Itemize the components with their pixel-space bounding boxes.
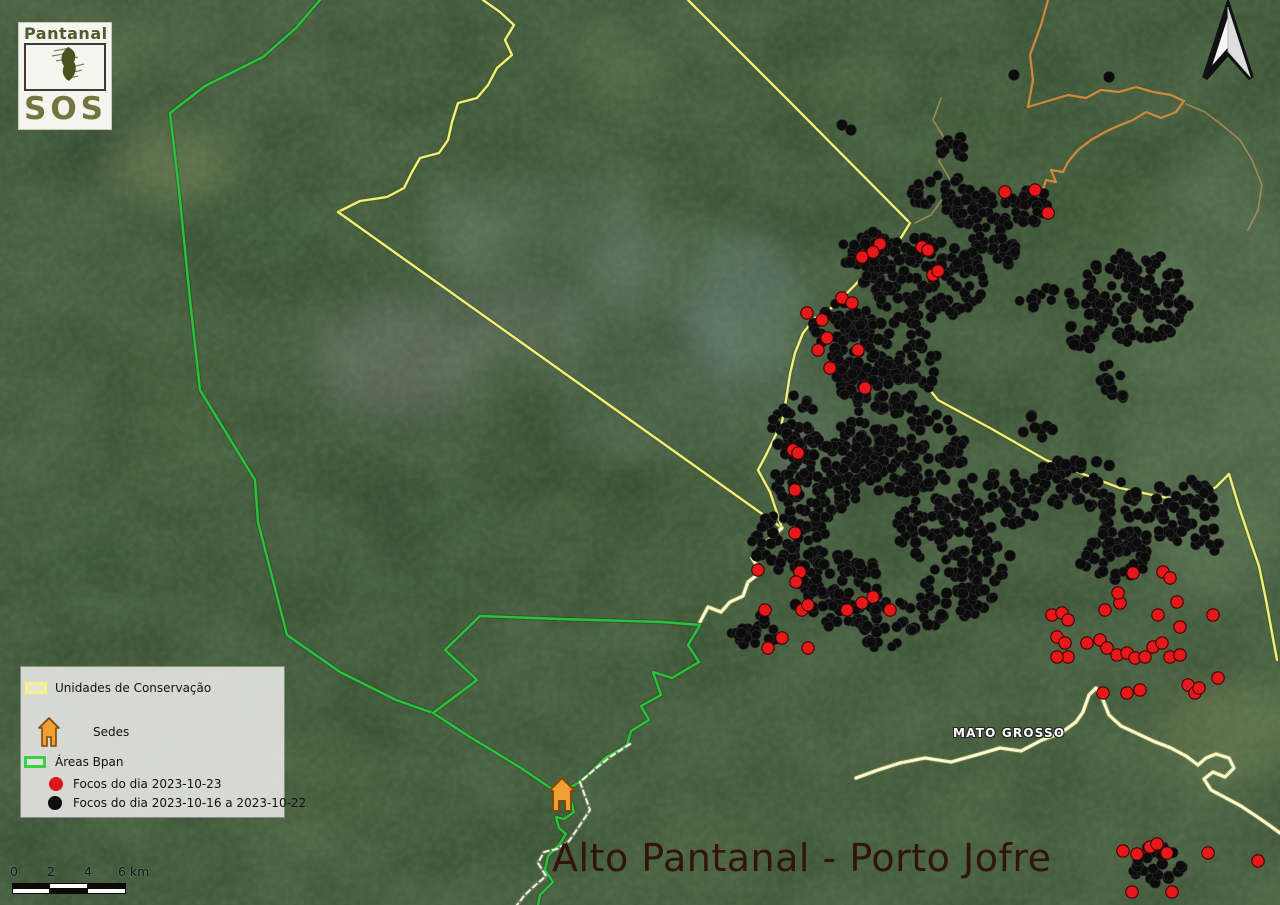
scale-tick: 2 — [47, 864, 55, 879]
focos-black-swatch — [48, 796, 62, 810]
logo-pantanal-map-icon — [24, 43, 106, 91]
legend-item-bpan: Áreas Bpan — [24, 755, 124, 769]
legend-label: Focos do dia 2023-10-23 — [73, 777, 222, 791]
dashed-river-line — [515, 742, 632, 905]
tan-river-lines — [914, 97, 1263, 231]
logo-text-bottom: SOS — [24, 91, 108, 127]
legend-item-sedes: Sedes — [37, 716, 129, 748]
focos-red-swatch — [49, 777, 63, 791]
uc-swatch — [25, 682, 47, 694]
legend-item-focos-hoje: Focos do dia 2023-10-23 — [49, 777, 221, 791]
north-arrow-icon — [1202, 0, 1254, 80]
legend-label: Focos do dia 2023-10-16 a 2023-10-22 — [73, 796, 307, 810]
map-title: Alto Pantanal - Porto Jofre — [552, 836, 1052, 880]
sede-marker — [548, 777, 576, 812]
legend-label: Unidades de Conservação — [55, 681, 212, 695]
legend: Unidades de Conservação Sedes Áreas Bpan… — [20, 666, 306, 818]
scale-tick: 6 km — [118, 864, 150, 879]
scale-tick: 4 — [84, 864, 92, 879]
fire-dots-previous-week — [726, 69, 1225, 889]
scale-bar: 0 2 4 6 km — [10, 864, 150, 898]
orange-boundary-line — [1026, 0, 1186, 192]
bpan-boundary-lines — [167, 0, 703, 905]
logo-pantanal-sos: Pantanal SOS — [18, 22, 112, 130]
legend-item-focos-semana: Focos do dia 2023-10-16 a 2023-10-22 — [48, 796, 306, 810]
legend-label: Sedes — [93, 725, 130, 739]
legend-label: Áreas Bpan — [55, 755, 124, 769]
fire-dots-today — [751, 183, 1265, 899]
scale-tick: 0 — [10, 864, 18, 879]
legend-item-unidades: Unidades de Conservação — [25, 681, 211, 695]
sedes-house-icon — [38, 717, 60, 747]
scale-bar-segments — [11, 883, 126, 894]
logo-text-top: Pantanal — [24, 24, 108, 43]
bpan-swatch — [24, 756, 46, 768]
state-label-mato-grosso: MATO GROSSO — [953, 726, 1066, 740]
